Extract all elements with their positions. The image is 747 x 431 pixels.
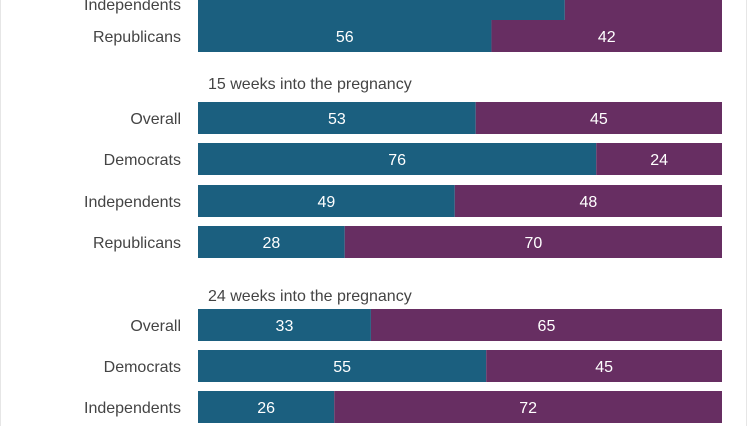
bar-segment-second: [454, 185, 722, 217]
bar-value-label-first: 56: [336, 29, 354, 46]
bar-segment-second: [475, 102, 722, 134]
category-label: Republicans: [93, 235, 181, 252]
bar-value-label-second: 24: [650, 152, 668, 169]
bar-value-label-second: 72: [519, 400, 537, 417]
bar-segment-first: [198, 226, 345, 258]
bar-value-label-first: 53: [328, 111, 346, 128]
bar-segment-second: [370, 309, 722, 341]
category-label: Democrats: [104, 359, 181, 376]
group-title: 24 weeks into the pregnancy: [208, 288, 412, 305]
bar-value-label-first: 26: [257, 400, 275, 417]
category-label: Democrats: [104, 152, 181, 169]
bar-value-label-second: 45: [590, 111, 608, 128]
group-title: 15 weeks into the pregnancy: [208, 76, 412, 93]
bar-value-label-second: 48: [579, 194, 597, 211]
category-label: Independents: [84, 0, 181, 14]
bar-value-label-first: 76: [388, 152, 406, 169]
bar-segment-first: [198, 309, 371, 341]
bar-segment-first: [198, 185, 455, 217]
bar-segment-first: [198, 0, 565, 20]
bar-segment-first: [198, 20, 492, 52]
category-label: Overall: [130, 111, 181, 128]
bar-segment-first: [198, 143, 597, 175]
bar-segment-second: [596, 143, 722, 175]
bar-value-label-first: 55: [333, 359, 351, 376]
bar-segment-second: [491, 20, 722, 52]
bar-segment-second: [334, 391, 722, 423]
bar-segment-second: [486, 350, 722, 382]
bar-segment-first: [198, 102, 476, 134]
category-label: Overall: [130, 318, 181, 335]
bar-segment-first: [198, 391, 335, 423]
bar-segment-second: [564, 0, 722, 20]
category-label: Independents: [84, 400, 181, 417]
frame-border-left: [0, 0, 1, 426]
category-label: Republicans: [93, 29, 181, 46]
bar-segment-second: [344, 226, 722, 258]
bar-value-label-first: 49: [317, 194, 335, 211]
bar-value-label-first: 33: [276, 318, 294, 335]
bar-value-label-second: 65: [538, 318, 556, 335]
bar-value-label-second: 45: [595, 359, 613, 376]
category-label: Independents: [84, 194, 181, 211]
bar-value-label-second: 70: [524, 235, 542, 252]
bar-value-label-first: 28: [262, 235, 280, 252]
bar-segment-first: [198, 350, 487, 382]
bar-value-label-second: 42: [598, 29, 616, 46]
